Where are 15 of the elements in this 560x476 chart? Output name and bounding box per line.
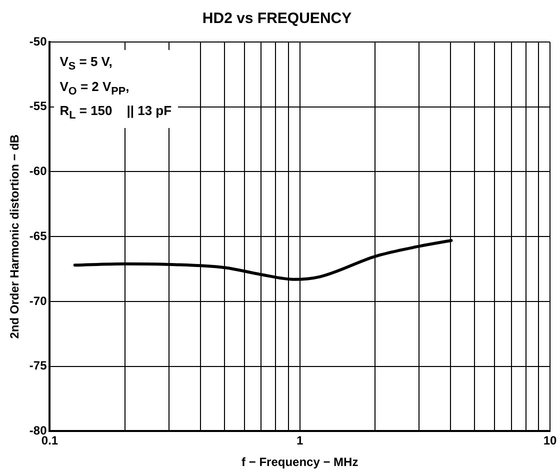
y-tick-label: -75 bbox=[29, 358, 48, 373]
annotation: V$_{S}$ = 5 V, bbox=[60, 53, 114, 75]
x-tick-label: 0.1 bbox=[41, 434, 58, 448]
y-axis-title: 2nd Order Harmonic distortion − dB bbox=[8, 134, 22, 339]
y-tick-label: -60 bbox=[29, 164, 48, 178]
chart-title: HD2 vs FREQUENCY bbox=[202, 10, 352, 28]
x-axis-title: f − Frequency − MHz bbox=[242, 455, 358, 470]
annotation: V$_{O}$ = 2 V$_{PP}$, bbox=[60, 78, 130, 100]
x-tick-label: 1 bbox=[296, 434, 304, 448]
y-tick-label: -65 bbox=[29, 228, 48, 243]
y-tick-label: -70 bbox=[29, 294, 48, 308]
y-tick-label: -50 bbox=[29, 34, 48, 48]
annotation: R$_{L}$ = 150 || 13 pF bbox=[60, 102, 172, 124]
x-tick-label: 10 bbox=[543, 434, 557, 448]
y-tick-label: -55 bbox=[29, 99, 48, 114]
